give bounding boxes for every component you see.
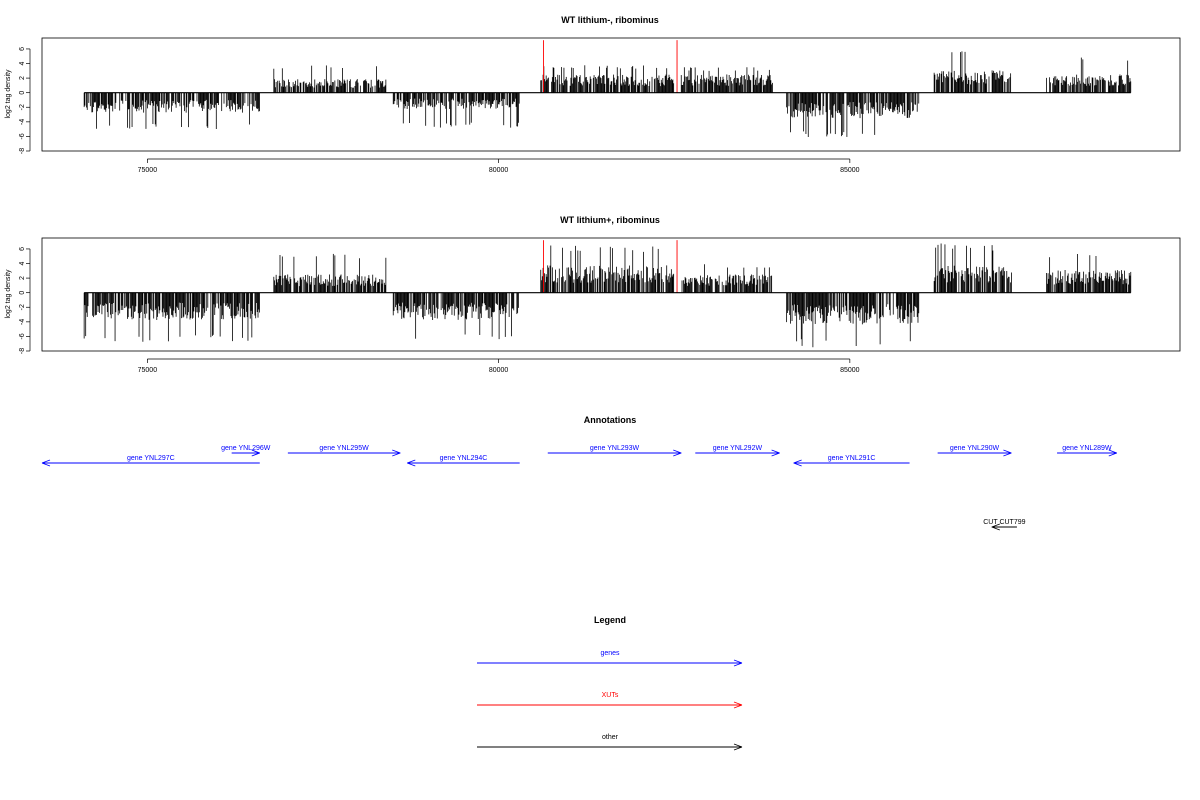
y-tick-label: -2 xyxy=(19,104,26,110)
gene-label: gene YNL289W xyxy=(1062,445,1112,452)
arrowhead xyxy=(733,746,743,751)
arrowhead xyxy=(733,704,743,709)
arrowhead xyxy=(251,449,260,454)
gene-feature: gene YNL292W xyxy=(695,445,780,457)
arrowhead xyxy=(1108,449,1117,454)
arrowhead xyxy=(733,701,743,706)
legend-label: genes xyxy=(600,650,620,657)
arrowhead xyxy=(733,662,743,667)
y-tick-label: -8 xyxy=(19,348,26,354)
gene-label: gene YNL290W xyxy=(950,445,1000,452)
arrowhead xyxy=(771,452,780,457)
gene-label: gene YNL296W xyxy=(221,445,271,452)
legend-item: other xyxy=(477,734,743,751)
y-tick-label: 2 xyxy=(19,76,26,80)
gene-label: gene YNL294C xyxy=(440,455,488,462)
arrowhead xyxy=(407,462,416,467)
arrowhead xyxy=(41,462,51,467)
gene-label: gene YNL292W xyxy=(713,445,763,452)
arrowhead xyxy=(991,526,1000,531)
legend-item: genes xyxy=(477,650,743,667)
x-tick-label: 80000 xyxy=(489,367,509,374)
arrowhead xyxy=(793,462,802,467)
arrowhead xyxy=(673,452,682,457)
panel-title: WT lithium+, ribominus xyxy=(560,215,660,225)
legend-title: Legend xyxy=(594,615,626,625)
x-tick-label: 85000 xyxy=(840,167,860,174)
annotations-title: Annotations xyxy=(584,415,637,425)
x-tick-label: 80000 xyxy=(489,167,509,174)
gene-label: gene YNL291C xyxy=(828,455,876,462)
y-tick-label: 4 xyxy=(19,261,26,265)
arrowhead xyxy=(392,449,401,454)
legend: Legend genes XUTs other xyxy=(477,615,743,751)
gene-feature: gene YNL295W xyxy=(287,445,401,457)
x-axis: 75000 80000 85000 xyxy=(138,158,860,174)
signal-bars xyxy=(83,243,1132,348)
gene-label: gene YNL297C xyxy=(127,455,175,462)
arrowhead xyxy=(673,449,682,454)
arrowhead xyxy=(733,743,743,748)
y-tick-label: 0 xyxy=(19,291,26,295)
y-axis: -8 -6 -4 -2 0 2 4 6 xyxy=(19,247,31,354)
gene-label: gene YNL295W xyxy=(319,445,369,452)
gene-features: gene YNL297C gene YNL296W gene YNL295W gene… xyxy=(41,445,1117,467)
gene-feature: gene YNL294C xyxy=(407,455,520,467)
legend-label: XUTs xyxy=(602,692,619,699)
other-label: CUT CUT799 xyxy=(983,519,1025,526)
y-tick-label: 4 xyxy=(19,61,26,65)
arrowhead xyxy=(733,659,743,664)
y-axis-label: log2 tag density xyxy=(5,269,12,319)
arrowhead xyxy=(407,459,416,464)
arrowhead xyxy=(41,459,51,464)
gene-label: gene YNL293W xyxy=(590,445,640,452)
arrowhead xyxy=(793,459,802,464)
arrowhead xyxy=(991,523,1000,528)
x-axis: 75000 80000 85000 xyxy=(138,358,860,374)
y-axis: -8 -6 -4 -2 0 2 4 6 xyxy=(19,47,31,154)
other-feature: CUT CUT799 xyxy=(983,519,1026,531)
gene-feature: gene YNL290W xyxy=(937,445,1012,457)
panel-lithium-minus: WT lithium-, ribominus log2 tag density … xyxy=(5,15,1181,174)
arrowhead xyxy=(771,449,780,454)
gene-feature: gene YNL296W xyxy=(221,445,271,457)
y-tick-label: -4 xyxy=(19,319,26,325)
x-tick-label: 85000 xyxy=(840,367,860,374)
arrowhead xyxy=(1003,452,1012,457)
legend-item: XUTs xyxy=(477,692,743,709)
y-tick-label: -4 xyxy=(19,119,26,125)
arrowhead xyxy=(1108,452,1117,457)
arrowhead xyxy=(1003,449,1012,454)
y-tick-label: -2 xyxy=(19,304,26,310)
y-tick-label: 6 xyxy=(19,247,26,251)
plot-frame xyxy=(41,37,1181,152)
y-tick-label: 0 xyxy=(19,91,26,95)
panel-lithium-plus: WT lithium+, ribominus log2 tag density … xyxy=(5,215,1181,374)
x-tick-label: 75000 xyxy=(138,167,158,174)
xut-markers xyxy=(543,40,678,93)
y-axis-label: log2 tag density xyxy=(5,69,12,119)
y-tick-label: -6 xyxy=(19,133,26,139)
y-tick-label: 6 xyxy=(19,47,26,51)
plot-frame xyxy=(41,237,1181,352)
arrowhead xyxy=(392,452,401,457)
gene-feature: gene YNL289W xyxy=(1057,445,1117,457)
y-tick-label: -8 xyxy=(19,148,26,154)
y-tick-label: -6 xyxy=(19,333,26,339)
other-features: CUT CUT799 xyxy=(983,519,1026,531)
legend-items: genes XUTs other xyxy=(477,650,743,751)
panel-title: WT lithium-, ribominus xyxy=(561,15,659,25)
xut-markers xyxy=(543,240,678,293)
legend-label: other xyxy=(602,734,619,741)
gene-feature: gene YNL293W xyxy=(547,445,682,457)
arrowhead xyxy=(251,452,260,457)
gene-feature: gene YNL291C xyxy=(793,455,910,467)
x-tick-label: 75000 xyxy=(138,367,158,374)
signal-bars xyxy=(83,51,1132,137)
gene-feature: gene YNL297C xyxy=(41,455,260,467)
y-tick-label: 2 xyxy=(19,276,26,280)
